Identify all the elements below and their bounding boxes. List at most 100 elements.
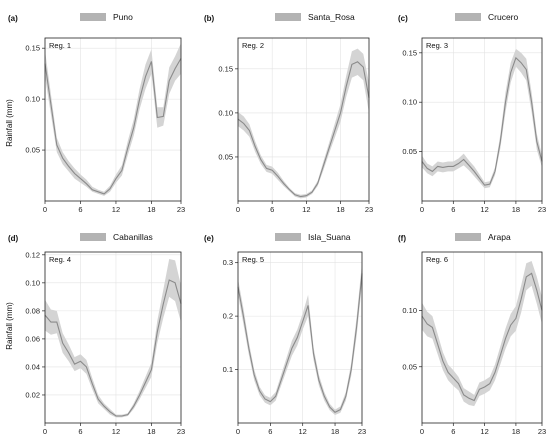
x-tick-label: 23 (538, 427, 546, 436)
x-tick-label: 12 (480, 427, 488, 436)
y-tick-label: 0.08 (25, 306, 40, 315)
x-tick-label: 12 (112, 205, 120, 214)
x-tick-label: 12 (112, 427, 120, 436)
panel-letter: (e) (204, 234, 214, 243)
x-tick-label: 23 (177, 427, 185, 436)
uncertainty-band (422, 48, 542, 189)
uncertainty-band (45, 43, 181, 196)
series-line (237, 61, 370, 198)
panel-letter: (b) (204, 14, 215, 23)
x-tick-label: 6 (451, 205, 455, 214)
series-line (237, 273, 363, 413)
x-tick-label: 18 (512, 205, 520, 214)
plot-frame (421, 251, 543, 424)
x-tick-label: 18 (147, 205, 155, 214)
x-tick-label: 23 (538, 205, 546, 214)
x-tick-label: 18 (336, 205, 344, 214)
plot-frame (421, 37, 543, 202)
region-label: Reg. 5 (242, 255, 264, 264)
x-tick-label: 12 (302, 205, 310, 214)
region-label: Reg. 1 (49, 41, 71, 50)
x-tick-label: 0 (43, 205, 47, 214)
y-tick-label: 0.05 (25, 146, 40, 155)
series-line (421, 272, 543, 402)
x-tick-label: 0 (420, 427, 424, 436)
y-tick-label: 0.10 (25, 278, 40, 287)
x-tick-label: 18 (331, 427, 339, 436)
x-tick-label: 23 (365, 205, 373, 214)
y-tick-label: 0.1 (223, 365, 233, 374)
x-tick-label: 0 (43, 427, 47, 436)
uncertainty-band (238, 262, 362, 415)
chart-panel-6: (f) Arapa Reg. 6 0 6 12 18 23 0.05 0.10 (398, 232, 546, 436)
legend-label: Isla_Suana (308, 232, 351, 242)
y-tick-label: 0.05 (218, 152, 233, 161)
x-tick-label: 18 (512, 427, 520, 436)
plot-frame (44, 37, 182, 202)
panel-letter: (a) (8, 14, 18, 23)
plot-frame (44, 251, 182, 424)
y-tick-label: 0.2 (223, 312, 233, 321)
chart-panel-5: (e) Isla_Suana Reg. 5 0 6 12 18 23 0.1 0.2 0.3 (204, 232, 366, 436)
plot-frame (237, 37, 370, 202)
x-tick-label: 0 (236, 205, 240, 214)
legend-swatch (275, 13, 301, 21)
y-axis-label-top: Rainfall (mm) (5, 99, 14, 147)
x-tick-label: 23 (358, 427, 366, 436)
plot-frame (237, 251, 363, 424)
legend-label: Puno (113, 12, 133, 22)
x-tick-label: 23 (177, 205, 185, 214)
y-tick-label: 0.05 (402, 362, 417, 371)
y-tick-label: 0.10 (25, 95, 40, 104)
chart-panel-2: (b) Santa_Rosa Reg. 2 0 6 12 18 23 0.05 0.10 0.15 (204, 12, 373, 214)
y-tick-label: 0.04 (25, 362, 40, 371)
legend-swatch (455, 233, 481, 241)
legend-swatch (80, 233, 106, 241)
y-tick-label: 0.15 (402, 48, 417, 57)
legend-swatch (455, 13, 481, 21)
y-axis-label-bottom: Rainfall (mm) (5, 302, 14, 350)
x-tick-label: 0 (236, 427, 240, 436)
y-tick-label: 0.15 (25, 44, 40, 53)
x-tick-label: 6 (78, 427, 82, 436)
chart-panel-1: (a) Puno Reg. 1 0 6 12 18 23 0.05 0.10 0.15 (8, 12, 185, 214)
uncertainty-band (45, 259, 181, 418)
x-tick-label: 12 (480, 205, 488, 214)
region-label: Reg. 3 (426, 41, 448, 50)
x-tick-label: 6 (270, 205, 274, 214)
series-line (44, 58, 182, 195)
x-tick-label: 6 (78, 205, 82, 214)
legend-swatch (275, 233, 301, 241)
series-line (44, 279, 182, 417)
panel-letter: (c) (398, 14, 408, 23)
x-tick-label: 12 (299, 427, 307, 436)
x-tick-label: 0 (420, 205, 424, 214)
y-tick-label: 0.02 (25, 390, 40, 399)
y-tick-label: 0.06 (25, 334, 40, 343)
y-tick-label: 0.10 (402, 306, 417, 315)
panel-letter: (d) (8, 234, 19, 243)
legend-swatch (80, 13, 106, 21)
panel-letter: (f) (398, 234, 406, 243)
chart-panel-4: (d) Cabanillas Reg. 4 0 6 12 18 23 0.02 0.04 0.06 0… (8, 232, 185, 436)
chart-panel-3: (c) Crucero Reg. 3 0 6 12 18 23 0.05 0.10 0.15 (398, 12, 546, 214)
legend-label: Cabanillas (113, 232, 153, 242)
y-tick-label: 0.05 (402, 147, 417, 156)
y-tick-label: 0.15 (218, 64, 233, 73)
legend-label: Crucero (488, 12, 519, 22)
legend-label: Arapa (488, 232, 511, 242)
legend-label: Santa_Rosa (308, 12, 355, 22)
series-line (421, 56, 543, 186)
x-tick-label: 6 (268, 427, 272, 436)
uncertainty-band (422, 261, 542, 407)
y-tick-label: 0.3 (223, 258, 233, 267)
x-tick-label: 18 (147, 427, 155, 436)
region-label: Reg. 4 (49, 255, 71, 264)
uncertainty-band (238, 48, 369, 199)
y-tick-label: 0.12 (25, 250, 40, 259)
y-tick-label: 0.10 (402, 98, 417, 107)
y-tick-label: 0.10 (218, 108, 233, 117)
region-label: Reg. 2 (242, 41, 264, 50)
region-label: Reg. 6 (426, 255, 448, 264)
x-tick-label: 6 (451, 427, 455, 436)
